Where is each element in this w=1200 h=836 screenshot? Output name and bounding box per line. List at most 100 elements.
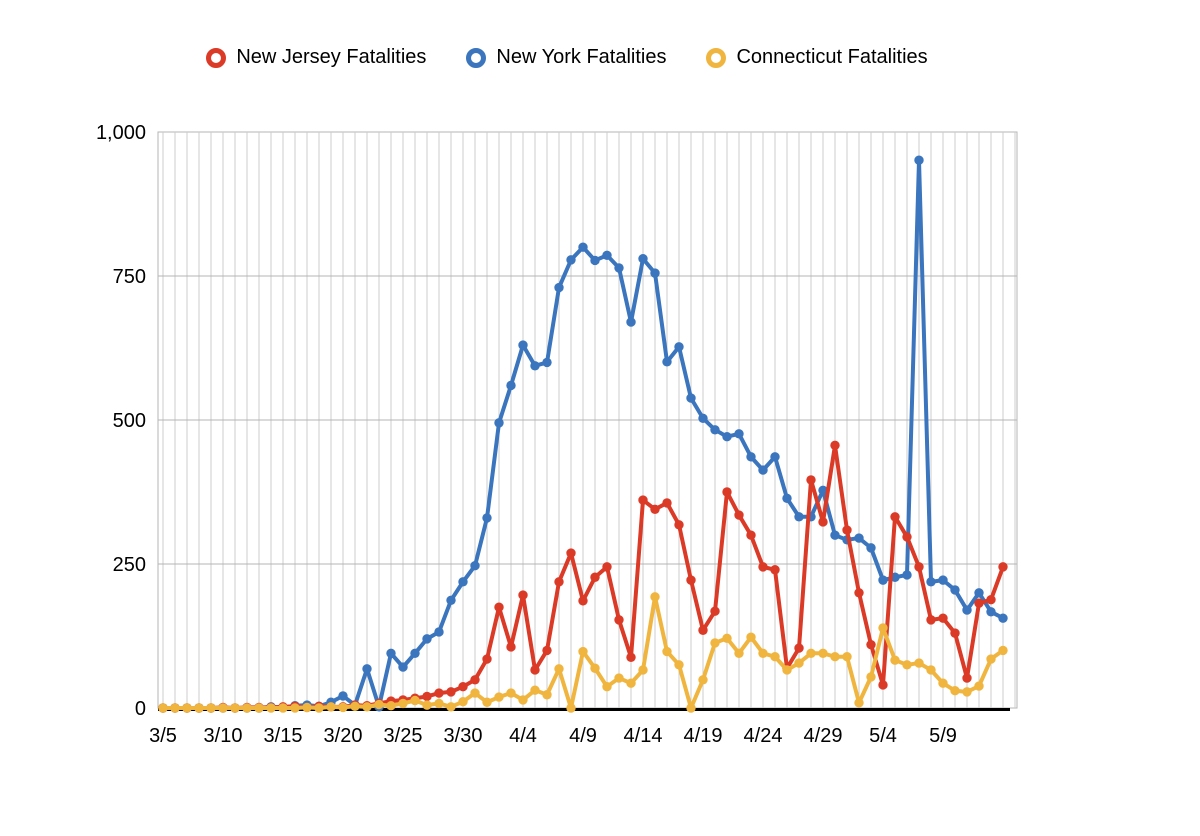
data-point-connecticut-fatalities bbox=[434, 698, 444, 709]
data-point-new-jersey-fatalities bbox=[662, 498, 672, 508]
data-point-new-york-fatalities bbox=[974, 588, 984, 598]
data-point-new-jersey-fatalities bbox=[770, 565, 780, 575]
data-point-connecticut-fatalities bbox=[422, 700, 432, 710]
data-point-new-york-fatalities bbox=[902, 570, 912, 580]
data-point-new-york-fatalities bbox=[362, 664, 372, 674]
data-point-connecticut-fatalities bbox=[698, 675, 708, 685]
x-axis-tick-label: 4/4 bbox=[509, 725, 537, 747]
data-point-connecticut-fatalities bbox=[818, 648, 828, 658]
x-axis-tick-label: 3/10 bbox=[204, 725, 243, 747]
y-axis-tick-label: 0 bbox=[135, 698, 146, 720]
data-point-new-york-fatalities bbox=[782, 493, 792, 504]
data-point-new-jersey-fatalities bbox=[866, 639, 876, 650]
data-point-new-jersey-fatalities bbox=[818, 517, 828, 527]
data-point-new-jersey-fatalities bbox=[458, 681, 468, 692]
data-point-connecticut-fatalities bbox=[914, 658, 924, 668]
data-point-connecticut-fatalities bbox=[590, 663, 600, 673]
legend-marker-new-york-icon bbox=[466, 47, 487, 68]
data-point-connecticut-fatalities bbox=[614, 673, 624, 683]
data-point-connecticut-fatalities bbox=[386, 700, 396, 711]
data-point-connecticut-fatalities bbox=[218, 703, 228, 713]
data-point-new-jersey-fatalities bbox=[794, 643, 804, 653]
data-point-connecticut-fatalities bbox=[158, 703, 168, 713]
data-point-new-jersey-fatalities bbox=[806, 475, 816, 485]
chart-legend: New Jersey Fatalities New York Fatalitie… bbox=[0, 46, 1134, 69]
data-point-connecticut-fatalities bbox=[398, 698, 408, 709]
data-point-new-york-fatalities bbox=[590, 255, 600, 266]
data-point-new-jersey-fatalities bbox=[578, 596, 588, 606]
data-point-new-york-fatalities bbox=[482, 513, 492, 523]
data-point-new-york-fatalities bbox=[458, 577, 468, 587]
data-point-connecticut-fatalities bbox=[446, 702, 456, 712]
data-point-new-jersey-fatalities bbox=[890, 512, 900, 522]
data-point-connecticut-fatalities bbox=[506, 688, 516, 698]
data-point-connecticut-fatalities bbox=[686, 703, 696, 713]
x-axis-tick-label: 3/25 bbox=[384, 725, 423, 747]
data-point-new-york-fatalities bbox=[554, 282, 564, 293]
data-point-new-york-fatalities bbox=[422, 634, 432, 644]
data-point-new-jersey-fatalities bbox=[902, 532, 912, 542]
data-point-new-york-fatalities bbox=[770, 452, 780, 462]
data-point-new-york-fatalities bbox=[674, 342, 684, 352]
data-point-new-york-fatalities bbox=[866, 543, 876, 553]
data-point-connecticut-fatalities bbox=[662, 646, 672, 657]
data-point-new-york-fatalities bbox=[698, 413, 708, 423]
data-point-connecticut-fatalities bbox=[998, 645, 1008, 656]
data-point-connecticut-fatalities bbox=[950, 686, 960, 696]
data-point-new-jersey-fatalities bbox=[470, 675, 480, 685]
data-point-new-jersey-fatalities bbox=[674, 520, 684, 530]
data-point-connecticut-fatalities bbox=[338, 702, 348, 713]
data-point-connecticut-fatalities bbox=[518, 695, 528, 705]
data-point-new-york-fatalities bbox=[746, 452, 756, 462]
data-point-connecticut-fatalities bbox=[554, 664, 564, 674]
data-point-new-york-fatalities bbox=[722, 432, 732, 442]
data-point-new-york-fatalities bbox=[530, 361, 540, 371]
data-point-connecticut-fatalities bbox=[866, 672, 876, 682]
data-point-new-york-fatalities bbox=[926, 577, 936, 587]
data-point-connecticut-fatalities bbox=[374, 699, 384, 710]
data-point-connecticut-fatalities bbox=[854, 698, 864, 708]
x-axis-tick-label: 4/9 bbox=[569, 725, 597, 747]
data-point-connecticut-fatalities bbox=[602, 681, 612, 692]
data-point-connecticut-fatalities bbox=[830, 652, 840, 662]
x-axis-tick-label: 3/5 bbox=[149, 725, 177, 747]
x-axis-tick-label: 3/15 bbox=[264, 725, 303, 747]
legend-marker-new-jersey-icon bbox=[206, 47, 227, 68]
data-point-new-jersey-fatalities bbox=[602, 562, 612, 572]
y-axis-tick-label: 750 bbox=[113, 266, 146, 288]
legend-item-connecticut: Connecticut Fatalities bbox=[706, 46, 928, 69]
data-point-connecticut-fatalities bbox=[458, 696, 468, 707]
data-point-connecticut-fatalities bbox=[902, 660, 912, 670]
data-point-new-jersey-fatalities bbox=[710, 606, 720, 616]
data-point-connecticut-fatalities bbox=[710, 638, 720, 648]
data-point-connecticut-fatalities bbox=[182, 703, 192, 713]
y-axis-tick-label: 500 bbox=[113, 410, 146, 432]
data-point-connecticut-fatalities bbox=[890, 655, 900, 665]
data-point-new-york-fatalities bbox=[578, 242, 588, 252]
data-point-new-jersey-fatalities bbox=[986, 595, 996, 605]
data-point-connecticut-fatalities bbox=[782, 665, 792, 675]
legend-item-new-jersey: New Jersey Fatalities bbox=[206, 46, 426, 69]
data-point-new-york-fatalities bbox=[410, 648, 420, 658]
data-point-new-jersey-fatalities bbox=[842, 525, 852, 535]
data-point-new-jersey-fatalities bbox=[734, 510, 744, 520]
data-point-connecticut-fatalities bbox=[722, 633, 732, 644]
data-point-new-york-fatalities bbox=[830, 530, 840, 540]
data-point-connecticut-fatalities bbox=[770, 652, 780, 662]
legend-label-new-york: New York Fatalities bbox=[496, 46, 667, 68]
data-point-connecticut-fatalities bbox=[326, 702, 336, 712]
data-point-new-york-fatalities bbox=[938, 575, 948, 585]
data-point-connecticut-fatalities bbox=[302, 702, 312, 713]
data-point-new-jersey-fatalities bbox=[422, 691, 432, 702]
data-point-new-york-fatalities bbox=[794, 512, 804, 522]
legend-marker-connecticut-icon bbox=[706, 47, 727, 68]
data-point-connecticut-fatalities bbox=[230, 703, 240, 713]
data-point-connecticut-fatalities bbox=[170, 703, 180, 713]
x-axis-tick-label: 3/30 bbox=[444, 725, 483, 747]
data-point-connecticut-fatalities bbox=[806, 648, 816, 658]
data-point-new-york-fatalities bbox=[638, 254, 648, 264]
data-point-connecticut-fatalities bbox=[986, 654, 996, 664]
data-point-new-jersey-fatalities bbox=[638, 495, 648, 505]
data-point-new-jersey-fatalities bbox=[998, 562, 1008, 572]
